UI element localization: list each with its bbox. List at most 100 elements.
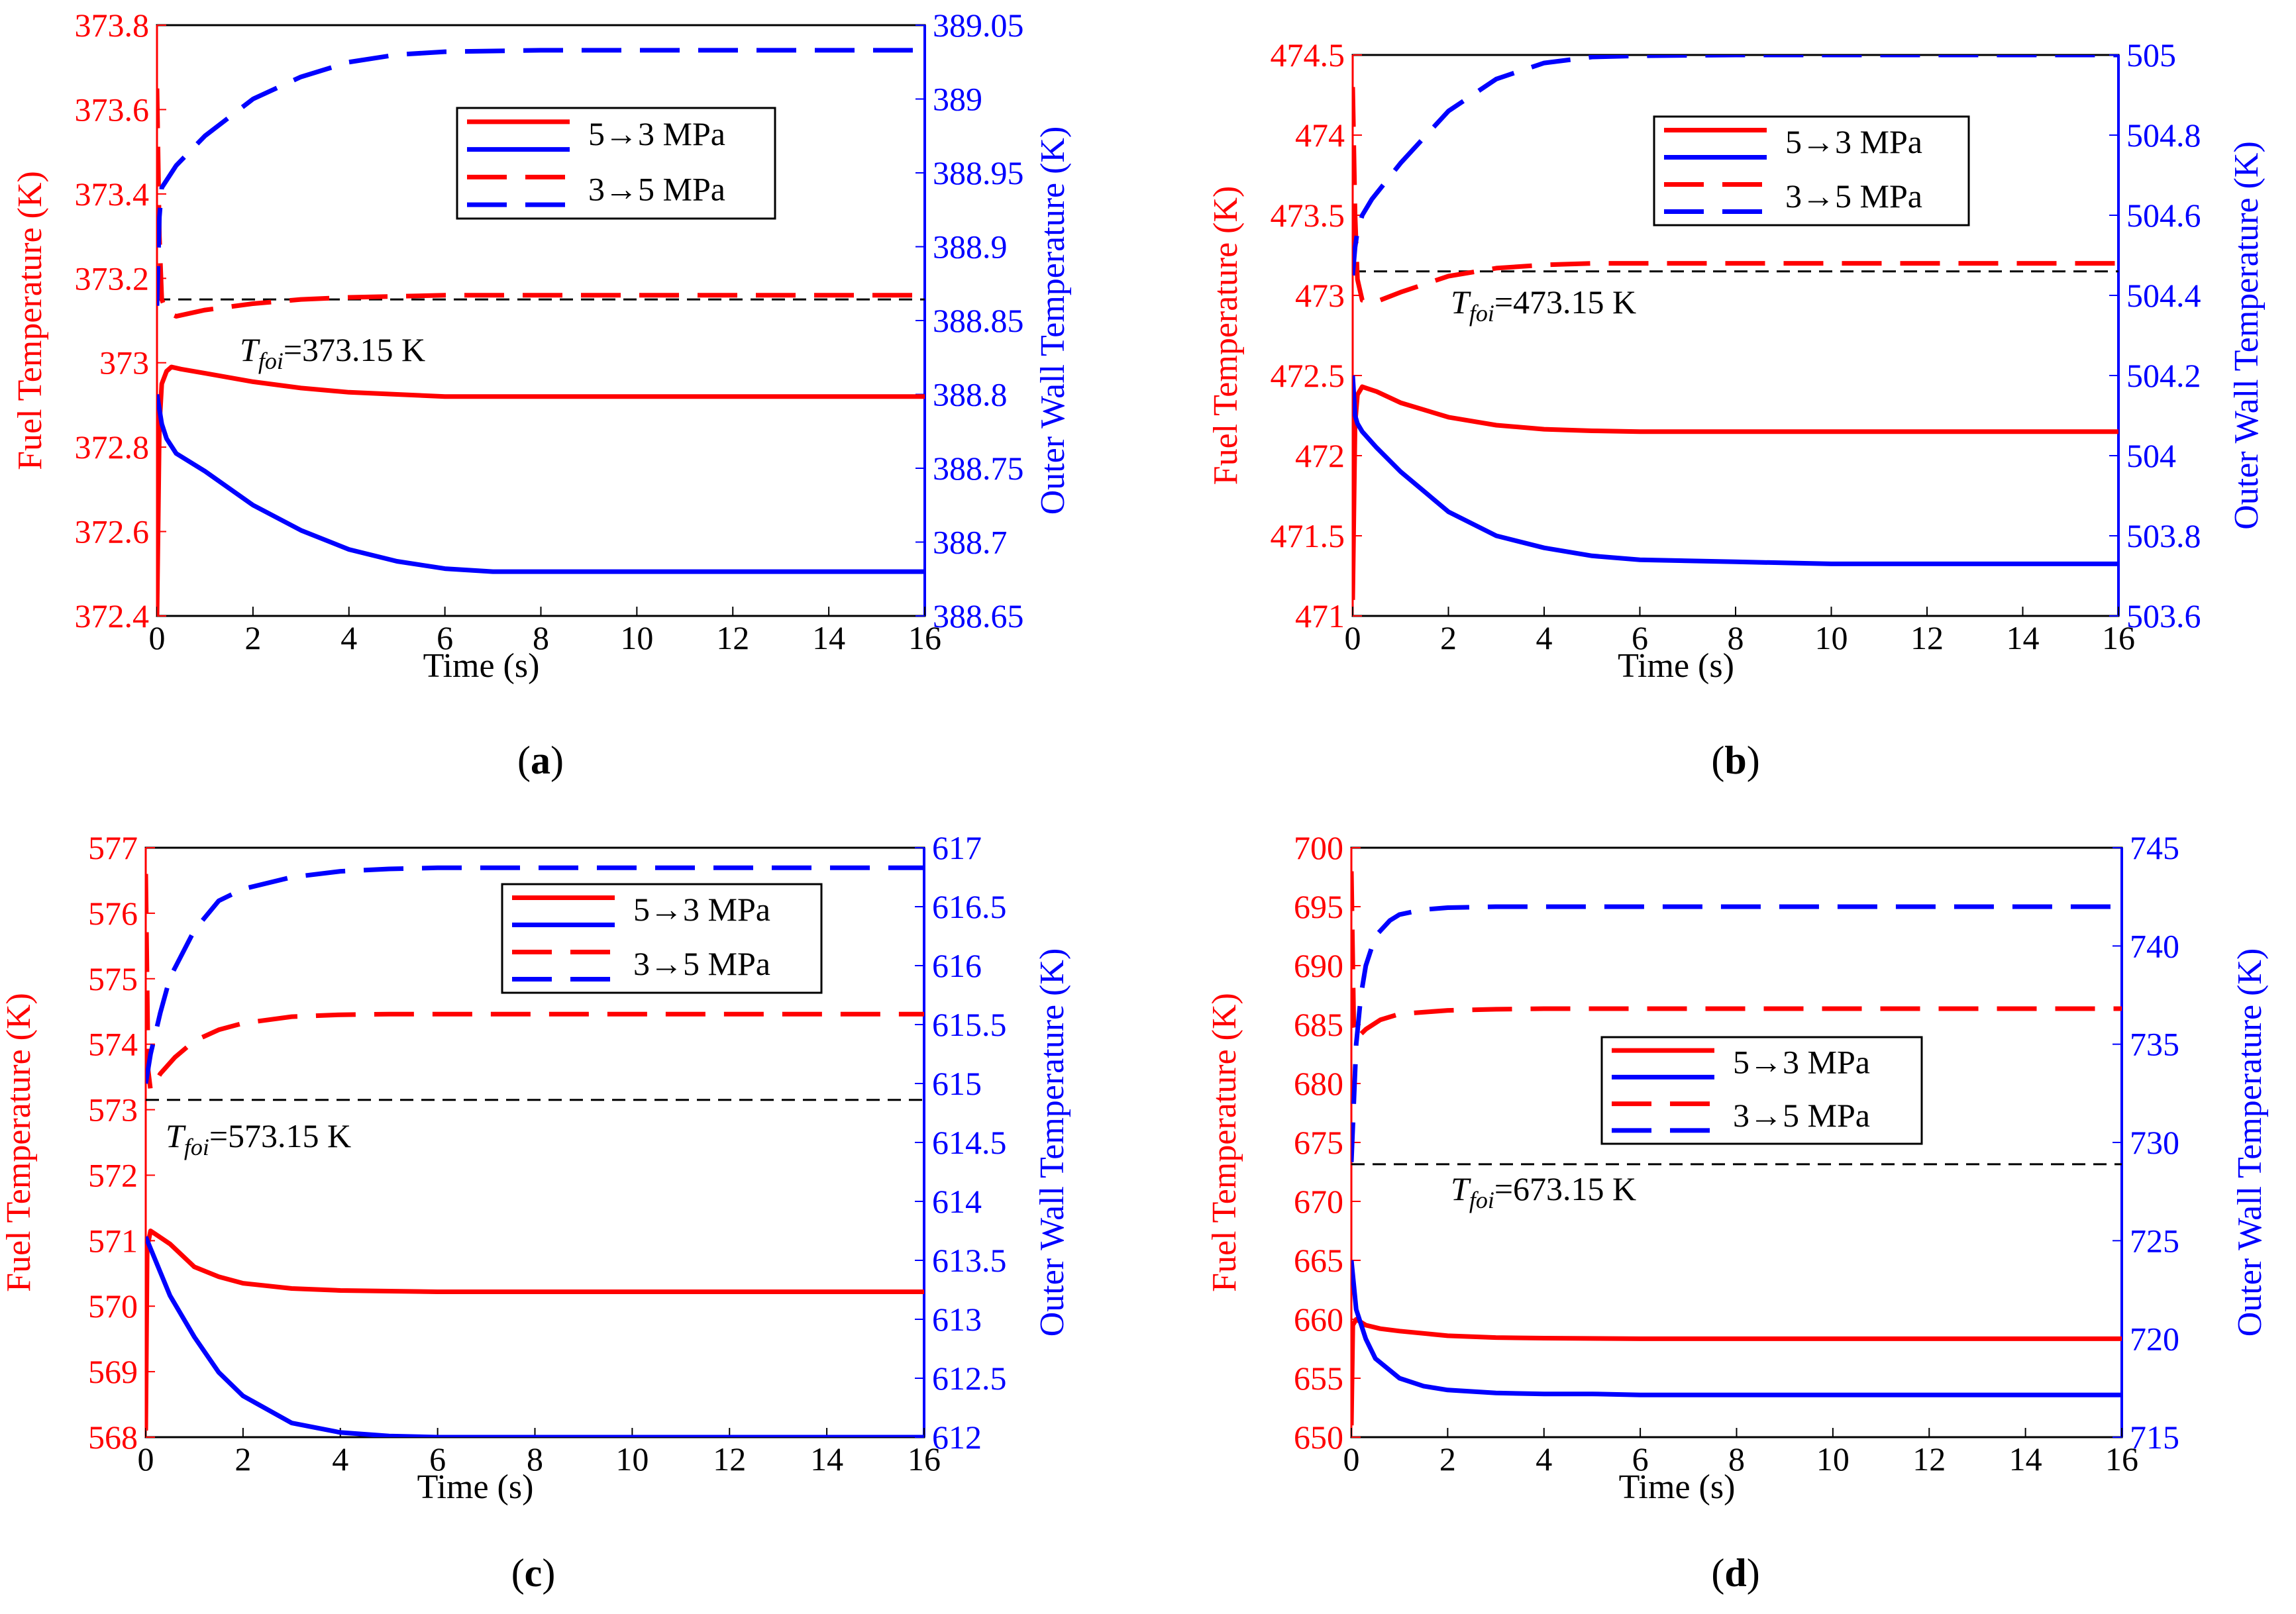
x-tick-label: 2 <box>1439 1440 1456 1478</box>
chart-panel-b: 0 2 4 6 8 10 12 14 16 Time (s) 471 471.5 472 472.5 473… <box>1207 36 2266 782</box>
left-y-tick-label: 473 <box>1295 277 1345 314</box>
x-tick-label: 16 <box>908 1440 941 1478</box>
series-line-fuel-solid <box>157 364 925 616</box>
legend-entry-label: 3→5 MPa <box>1733 1097 1870 1134</box>
x-tick-label: 8 <box>533 619 549 656</box>
left-y-tick-label: 670 <box>1294 1183 1343 1220</box>
legend-box <box>1600 1036 1923 1145</box>
left-y-tick-label: 471.5 <box>1271 517 1345 554</box>
x-tick-label: 4 <box>1536 619 1553 656</box>
left-y-tick-label: 690 <box>1294 947 1343 984</box>
x-tick-label: 4 <box>340 619 357 656</box>
right-y-tick-label: 616.5 <box>932 888 1007 925</box>
legend: 5→3 MPa 3→5 MPa <box>501 883 823 994</box>
left-y-tick-label: 472.5 <box>1271 357 1345 394</box>
legend-entry-label: 5→3 MPa <box>633 891 770 928</box>
x-tick-label: 6 <box>1632 619 1648 656</box>
left-y-tick-label: 568 <box>88 1419 138 1456</box>
x-tick-label: 8 <box>1728 619 1744 656</box>
left-y-axis-label: Fuel Temperature (K) <box>11 171 49 470</box>
left-y-tick-label: 372.4 <box>75 597 150 634</box>
series-line-fuel-dashed <box>1351 871 2122 1041</box>
left-y-tick-label: 373.8 <box>75 7 150 44</box>
right-y-tick-label: 504.2 <box>2126 357 2201 394</box>
right-y-tick-label: 615 <box>932 1065 982 1102</box>
legend-entry-label: 3→5 MPa <box>1785 177 1922 215</box>
left-y-tick-label: 685 <box>1294 1006 1343 1043</box>
left-y-tick-label: 576 <box>88 895 138 932</box>
right-y-axis-label: Outer Wall Temperature (K) <box>2231 948 2269 1337</box>
panel-label: (a) <box>517 738 564 782</box>
series-line-wall-solid <box>1351 1260 2122 1397</box>
x-tick-label: 16 <box>2102 619 2135 656</box>
right-y-tick-label: 613.5 <box>932 1242 1007 1279</box>
left-y-tick-label: 474 <box>1295 117 1345 154</box>
right-y-tick-label: 389 <box>933 81 982 118</box>
x-tick-label: 12 <box>713 1440 746 1478</box>
right-y-tick-label: 745 <box>2130 829 2179 866</box>
right-y-tick-label: 614.5 <box>932 1124 1007 1161</box>
left-y-tick-label: 574 <box>88 1026 138 1063</box>
panel-label: (d) <box>1711 1551 1759 1595</box>
right-y-axis-label: Outer Wall Temperature (K) <box>1034 126 1072 515</box>
left-y-tick-label: 577 <box>88 829 138 866</box>
legend: 5→3 MPa 3→5 MPa <box>456 107 776 220</box>
right-y-tick-label: 614 <box>932 1183 982 1220</box>
left-y-tick-label: 569 <box>88 1353 138 1390</box>
legend-box <box>1653 115 1970 227</box>
legend-entry-label: 3→5 MPa <box>588 170 725 207</box>
panel-label: (c) <box>511 1551 556 1595</box>
chart-panel-d: 0 2 4 6 8 10 12 14 16 Time (s) 650 655 660 665 670 675 6… <box>1206 829 2269 1595</box>
legend: 5→3 MPa 3→5 MPa <box>1600 1036 1923 1145</box>
left-y-tick-label: 373.2 <box>75 260 150 297</box>
x-tick-label: 12 <box>1910 619 1944 656</box>
x-tick-label: 2 <box>1440 619 1457 656</box>
series-line-fuel-dashed <box>146 874 924 1093</box>
right-y-tick-label: 617 <box>932 829 982 866</box>
right-y-tick-label: 725 <box>2130 1222 2179 1259</box>
left-y-tick-label: 373.6 <box>75 91 150 128</box>
left-y-tick-label: 695 <box>1294 888 1343 925</box>
left-y-tick-label: 474.5 <box>1271 36 1345 74</box>
x-tick-label: 14 <box>810 1440 843 1478</box>
x-tick-label: 12 <box>716 619 749 656</box>
series-line-wall-solid <box>157 393 925 574</box>
x-tick-label: 16 <box>2105 1440 2138 1478</box>
x-tick-label: 6 <box>1632 1440 1649 1478</box>
x-axis-label: Time (s) <box>1619 1468 1736 1506</box>
right-y-tick-label: 715 <box>2130 1419 2179 1456</box>
x-tick-label: 6 <box>429 1440 446 1478</box>
right-y-tick-label: 504 <box>2126 437 2176 474</box>
left-y-tick-label: 372.8 <box>75 429 150 466</box>
series-line-fuel-solid <box>1353 384 2118 600</box>
left-y-tick-label: 472 <box>1295 437 1345 474</box>
right-y-tick-label: 388.7 <box>933 524 1008 561</box>
x-tick-label: 4 <box>1536 1440 1552 1478</box>
left-y-axis-label: Fuel Temperature (K) <box>1206 993 1243 1292</box>
right-y-axis-label: Outer Wall Temperature (K) <box>2228 141 2266 530</box>
right-y-tick-label: 504.8 <box>2126 117 2201 154</box>
series-line-fuel-dashed <box>1353 87 2118 306</box>
x-axis-label: Time (s) <box>417 1468 534 1506</box>
x-tick-label: 14 <box>2009 1440 2042 1478</box>
series-line-wall-dashed <box>1351 904 2122 1162</box>
series-line-wall-dashed <box>146 865 924 1084</box>
reference-label: Tfoi=373.15 K <box>240 331 425 374</box>
left-y-tick-label: 700 <box>1294 829 1343 866</box>
legend-entry-label: 5→3 MPa <box>588 115 725 152</box>
x-tick-label: 8 <box>1728 1440 1745 1478</box>
x-tick-label: 2 <box>244 619 261 656</box>
left-y-tick-label: 660 <box>1294 1301 1343 1338</box>
left-y-axis-label: Fuel Temperature (K) <box>0 993 38 1292</box>
right-y-axis-label: Outer Wall Temperature (K) <box>1033 948 1071 1337</box>
right-y-tick-label: 388.8 <box>933 376 1008 413</box>
series-line-wall-dashed <box>157 48 925 306</box>
legend-entry-label: 3→5 MPa <box>633 945 770 982</box>
left-y-tick-label: 372.6 <box>75 513 150 550</box>
right-y-tick-label: 388.85 <box>933 302 1024 339</box>
right-y-tick-label: 615.5 <box>932 1006 1007 1043</box>
series-line-fuel-dashed <box>157 88 925 319</box>
left-y-tick-label: 575 <box>88 960 138 997</box>
left-y-tick-label: 665 <box>1294 1242 1343 1279</box>
reference-label: Tfoi=573.15 K <box>166 1117 351 1160</box>
